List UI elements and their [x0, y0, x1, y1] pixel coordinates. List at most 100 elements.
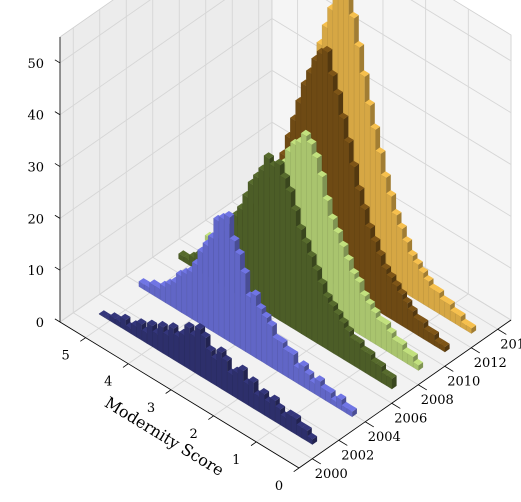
bar-top-2011-20	[333, 88, 343, 96]
x-tick-mark	[122, 363, 129, 368]
bar-top-2009-7	[375, 315, 386, 322]
bar-2007-23	[263, 155, 270, 315]
bar-2007-9	[338, 319, 345, 361]
bar-top-2013-6	[434, 286, 445, 294]
bar-top-2007-39	[178, 250, 189, 257]
y-tick-mark	[312, 458, 321, 465]
bar-2004-28	[197, 249, 204, 326]
bar-side-2013-0	[471, 325, 477, 334]
gridline-back-z	[325, 0, 512, 114]
bar-top-2001-9	[259, 388, 270, 395]
bar-top-2004-15	[266, 320, 277, 327]
bar-2013-12	[402, 239, 408, 295]
bar-top-2011-14	[365, 222, 375, 229]
bar-2001-3	[291, 415, 297, 436]
bar-2001-26	[168, 325, 174, 361]
bar-2013-7	[428, 286, 435, 312]
bar-2004-33	[170, 279, 177, 310]
bar-2007-13	[317, 281, 323, 347]
bar-2013-10	[412, 261, 419, 302]
bar-top-2004-1	[341, 401, 352, 409]
bar-top-2011-11	[381, 263, 391, 270]
bar-2007-6	[354, 340, 361, 370]
bar-2004-14	[272, 336, 278, 372]
x-tick-label: 0	[275, 479, 283, 494]
bar-2011-7	[402, 299, 408, 330]
bar-top-2001-28	[157, 320, 168, 328]
gridline-wall-z	[59, 0, 226, 116]
gridline-wall-z	[59, 173, 273, 323]
y-tick-label: 2012	[474, 356, 507, 371]
bar-2004-15	[266, 323, 273, 369]
bar-2013-8	[423, 278, 429, 308]
y-tick-mark	[471, 347, 480, 354]
bar-top-2004-21	[234, 248, 245, 256]
bar-top-2001-39	[99, 310, 110, 317]
y-tick-label: 2000	[315, 467, 348, 482]
bar-2007-7	[349, 336, 355, 367]
x-tick-label: 1	[232, 453, 240, 468]
bar-2004-35	[160, 283, 166, 304]
bar-top-2004-4	[325, 387, 336, 394]
bar-2009-7	[375, 318, 382, 349]
bar-side-2001-0	[312, 436, 318, 445]
bar-2009-6	[381, 321, 387, 352]
bar-top-2007-5	[360, 345, 370, 353]
bar-top-2009-12	[349, 268, 360, 275]
bar-top-2001-1	[301, 424, 312, 431]
bar-top-2001-2	[296, 421, 307, 428]
bar-top-2007-16	[301, 237, 312, 244]
bar-2004-9	[298, 363, 305, 388]
gridline-back-z	[271, 18, 512, 165]
bar-2013-5	[439, 298, 445, 318]
bar-2007-18	[290, 207, 297, 331]
y-tick-label: 2010	[447, 374, 480, 389]
bar-2007-25	[253, 174, 259, 308]
bar-top-2007-14	[312, 264, 322, 271]
bar-top-2007-1	[381, 369, 392, 376]
bar-top-2007-21	[274, 158, 285, 166]
gridline-wall-z	[59, 121, 273, 271]
bar-top-2009-2	[402, 347, 413, 354]
bar-2004-18	[250, 292, 257, 359]
x-tick-label: 5	[61, 349, 69, 364]
bar-top-2007-15	[306, 250, 317, 258]
bar-top-2004-17	[256, 303, 267, 310]
bar-top-2001-3	[291, 412, 302, 420]
bar-top-2009-14	[338, 240, 349, 248]
bar-2011-12	[375, 252, 382, 314]
bar-top-2011-12	[375, 249, 386, 256]
bar-top-2009-3	[397, 338, 408, 346]
bar-top-2013-20	[359, 70, 370, 77]
bar-top-2013-14	[391, 208, 402, 216]
bar-top-2001-26	[168, 322, 179, 329]
bar-top-2013-8	[423, 275, 434, 282]
z-tick-label: 10	[27, 264, 44, 279]
bar-2001-18	[211, 356, 217, 387]
bar-2011-5	[412, 316, 419, 337]
bar-top-2009-9	[365, 298, 376, 305]
y-tick-label: 2004	[368, 430, 401, 445]
bar-2001-25	[173, 333, 180, 364]
bar-top-2013-1	[460, 318, 471, 326]
bar-top-2007-3	[370, 357, 381, 364]
bar-top-2009-21	[301, 129, 312, 137]
bar-2007-12	[322, 294, 329, 351]
bar-2001-13	[237, 367, 244, 403]
bar-top-2011-22	[322, 45, 333, 53]
bar-top-2007-8	[344, 325, 354, 332]
bar-top-2007-9	[338, 317, 349, 324]
bar-top-2004-37	[149, 279, 160, 286]
bar-top-2004-2	[336, 393, 347, 400]
y-tick-label: 2002	[341, 448, 374, 463]
bar-top-2013-22	[348, 11, 359, 19]
bar-2009-9	[365, 301, 371, 342]
bar-top-2004-22	[229, 235, 240, 242]
series-2004	[138, 211, 357, 418]
bar-2007-14	[311, 267, 318, 344]
bar-top-2001-0	[307, 432, 318, 440]
x-tick-label: 4	[104, 375, 112, 390]
bar-2007-16	[301, 240, 307, 338]
bar-top-2004-11	[288, 348, 299, 356]
